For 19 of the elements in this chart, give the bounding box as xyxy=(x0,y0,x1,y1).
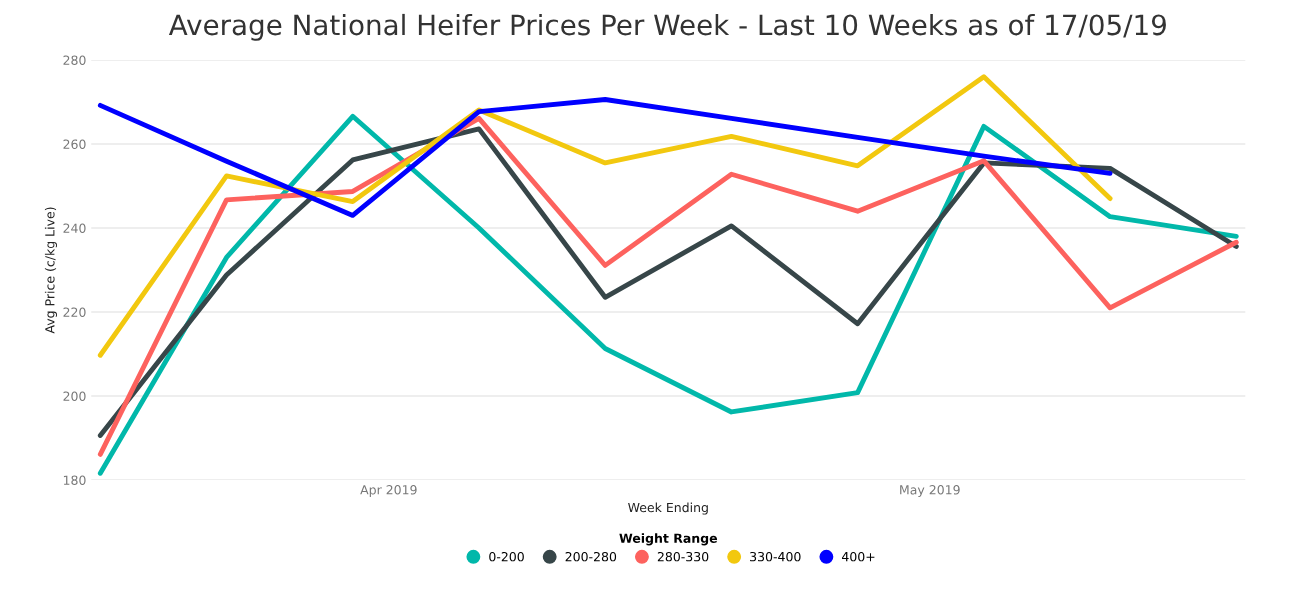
legend-label: 0-200 xyxy=(489,551,524,562)
y-tick-label: 260 xyxy=(63,139,86,149)
line-series xyxy=(97,97,1113,218)
y-tick-label: 240 xyxy=(63,223,86,233)
legend-label: 400+ xyxy=(842,551,875,562)
legend-label: 280-330 xyxy=(657,551,709,562)
legend-label: 200-280 xyxy=(565,551,617,562)
y-axis-title: Avg Price (c/kg Live) xyxy=(44,207,57,334)
y-tick-label: 200 xyxy=(63,391,86,401)
y-tick-label: 180 xyxy=(63,475,86,485)
x-tick-label: Apr 2019 xyxy=(360,485,417,497)
y-tick-label: 220 xyxy=(63,307,86,317)
x-axis-title: Week Ending xyxy=(628,502,708,515)
legend-label: 330-400 xyxy=(750,551,801,562)
legend-title: Weight Range xyxy=(619,533,718,546)
x-tick-label: May 2019 xyxy=(900,485,960,497)
line-series xyxy=(97,74,1113,358)
chart-title: Average National Heifer Prices Per Week - Last 10 Weeks as of 17/05/19 xyxy=(168,13,1166,41)
y-tick-label: 280 xyxy=(63,55,86,65)
